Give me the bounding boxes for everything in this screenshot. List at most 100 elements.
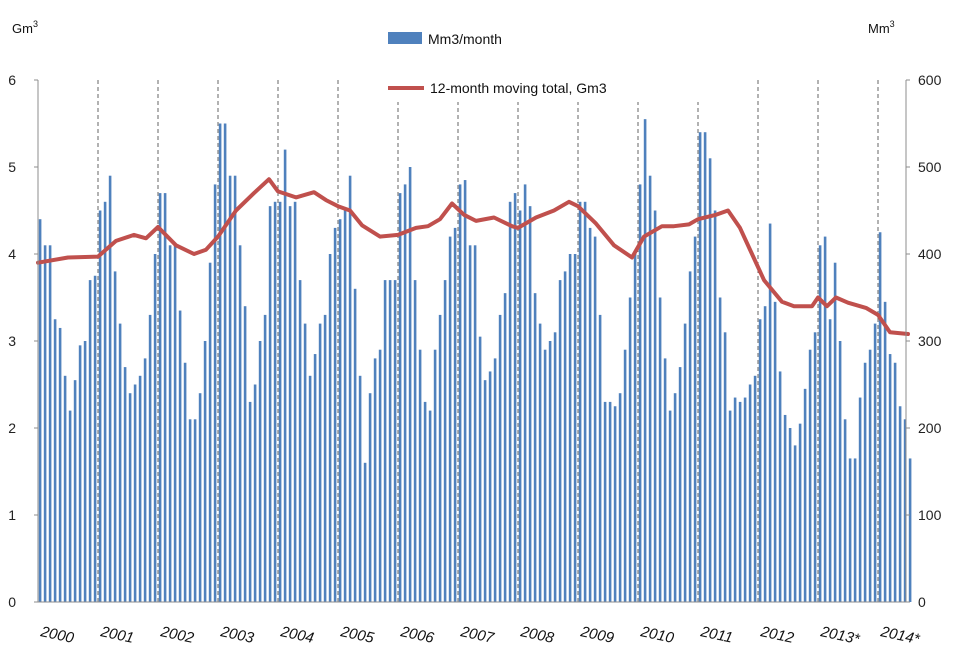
bar-month-10 bbox=[83, 341, 87, 602]
bar-month-104 bbox=[553, 332, 557, 602]
bar-month-74 bbox=[403, 184, 407, 602]
bar-month-131 bbox=[688, 271, 692, 602]
bar-month-151 bbox=[788, 428, 792, 602]
bar-month-134 bbox=[703, 132, 707, 602]
bar-month-20 bbox=[133, 384, 137, 602]
bar-month-46 bbox=[263, 314, 267, 602]
bar-month-133 bbox=[698, 132, 702, 602]
legend-swatch-bars bbox=[388, 32, 422, 44]
bar-month-7 bbox=[68, 410, 72, 602]
bar-month-119 bbox=[628, 297, 632, 602]
left-tick-label-4: 4 bbox=[8, 246, 16, 262]
bar-month-41 bbox=[238, 245, 242, 603]
bar-month-138 bbox=[723, 332, 727, 602]
bar-month-54 bbox=[303, 323, 307, 602]
bar-month-107 bbox=[568, 254, 572, 602]
bar-month-98 bbox=[523, 184, 527, 602]
bar-month-152 bbox=[793, 445, 797, 602]
bar-month-44 bbox=[253, 384, 257, 602]
bar-month-126 bbox=[663, 358, 667, 602]
bar-month-77 bbox=[418, 349, 422, 602]
bar-month-50 bbox=[283, 149, 287, 602]
bar-month-68 bbox=[373, 358, 377, 602]
right-axis-unit: Mm3 bbox=[868, 19, 895, 36]
bar-month-55 bbox=[308, 375, 312, 602]
x-axis-year-labels: 2000 2001 2002 2003 2004 2005 2006 2007 2008 2009… bbox=[38, 623, 922, 648]
bar-month-71 bbox=[388, 280, 392, 602]
bar-month-15 bbox=[108, 175, 112, 602]
bar-month-173 bbox=[898, 406, 902, 602]
bar-month-161 bbox=[838, 341, 842, 602]
bar-month-59 bbox=[328, 254, 332, 602]
bar-month-79 bbox=[428, 410, 432, 602]
bar-month-125 bbox=[658, 297, 662, 602]
bar-month-127 bbox=[668, 410, 672, 602]
bar-month-18 bbox=[123, 367, 127, 602]
bar-month-5 bbox=[58, 327, 62, 602]
bar-month-6 bbox=[63, 375, 67, 602]
bar-month-12 bbox=[93, 275, 97, 602]
bar-month-81 bbox=[438, 314, 442, 602]
bar-month-65 bbox=[358, 375, 362, 602]
year-label-2000: 2000 bbox=[38, 623, 76, 647]
bar-month-118 bbox=[623, 349, 627, 602]
bar-month-149 bbox=[778, 371, 782, 602]
bar-month-60 bbox=[333, 227, 337, 602]
bar-month-29 bbox=[178, 310, 182, 602]
bar-month-121 bbox=[638, 184, 642, 602]
right-tick-label-200: 200 bbox=[918, 420, 942, 436]
bar-month-25 bbox=[158, 193, 162, 602]
bar-month-11 bbox=[88, 280, 92, 602]
bar-month-113 bbox=[598, 314, 602, 602]
bar-month-137 bbox=[718, 297, 722, 602]
vertical-gridlines bbox=[97, 80, 879, 602]
bar-month-106 bbox=[563, 271, 567, 602]
bar-month-92 bbox=[493, 358, 497, 602]
bar-month-130 bbox=[683, 323, 687, 602]
bar-month-16 bbox=[113, 271, 117, 602]
bar-month-66 bbox=[363, 462, 367, 602]
bar-month-145 bbox=[758, 319, 762, 602]
bar-month-32 bbox=[193, 419, 197, 602]
bar-month-175 bbox=[908, 458, 912, 602]
bar-month-69 bbox=[378, 349, 382, 602]
year-label-2005: 2005 bbox=[338, 623, 376, 647]
bar-month-165 bbox=[858, 397, 862, 602]
bar-month-61 bbox=[338, 219, 342, 602]
bar-month-21 bbox=[138, 375, 142, 602]
bar-month-160 bbox=[833, 262, 837, 602]
right-tick-label-600: 600 bbox=[918, 72, 942, 88]
moving-total-line bbox=[36, 177, 910, 336]
moving-total-line-group bbox=[36, 177, 910, 336]
bar-month-109 bbox=[578, 201, 582, 603]
bar-month-45 bbox=[258, 341, 262, 602]
bar-month-141 bbox=[738, 401, 742, 602]
bar-month-97 bbox=[518, 210, 522, 602]
bar-month-95 bbox=[508, 201, 512, 603]
bar-month-129 bbox=[678, 367, 682, 602]
bar-month-8 bbox=[73, 380, 77, 602]
bar-month-82 bbox=[443, 280, 447, 602]
left-tick-label-3: 3 bbox=[8, 333, 16, 349]
bar-month-123 bbox=[648, 175, 652, 602]
bar-month-19 bbox=[128, 393, 132, 602]
bar-month-132 bbox=[693, 236, 697, 602]
right-tick-label-500: 500 bbox=[918, 159, 942, 175]
year-label-2010: 2010 bbox=[638, 623, 676, 647]
bar-month-37 bbox=[218, 123, 222, 602]
bar-month-154 bbox=[803, 388, 807, 602]
legend-background-top bbox=[340, 66, 710, 102]
bar-month-23 bbox=[148, 314, 152, 602]
bar-month-159 bbox=[828, 319, 832, 602]
bar-month-128 bbox=[673, 393, 677, 602]
bar-month-158 bbox=[823, 236, 827, 602]
bar-month-117 bbox=[618, 393, 622, 602]
bar-month-26 bbox=[163, 193, 167, 602]
bar-month-58 bbox=[323, 314, 327, 602]
bar-month-171 bbox=[888, 354, 892, 602]
bar-month-169 bbox=[878, 232, 882, 602]
bar-month-85 bbox=[458, 184, 462, 602]
left-axis-unit: Gm3 bbox=[12, 19, 38, 36]
bar-month-42 bbox=[243, 306, 247, 602]
bar-month-94 bbox=[503, 293, 507, 602]
